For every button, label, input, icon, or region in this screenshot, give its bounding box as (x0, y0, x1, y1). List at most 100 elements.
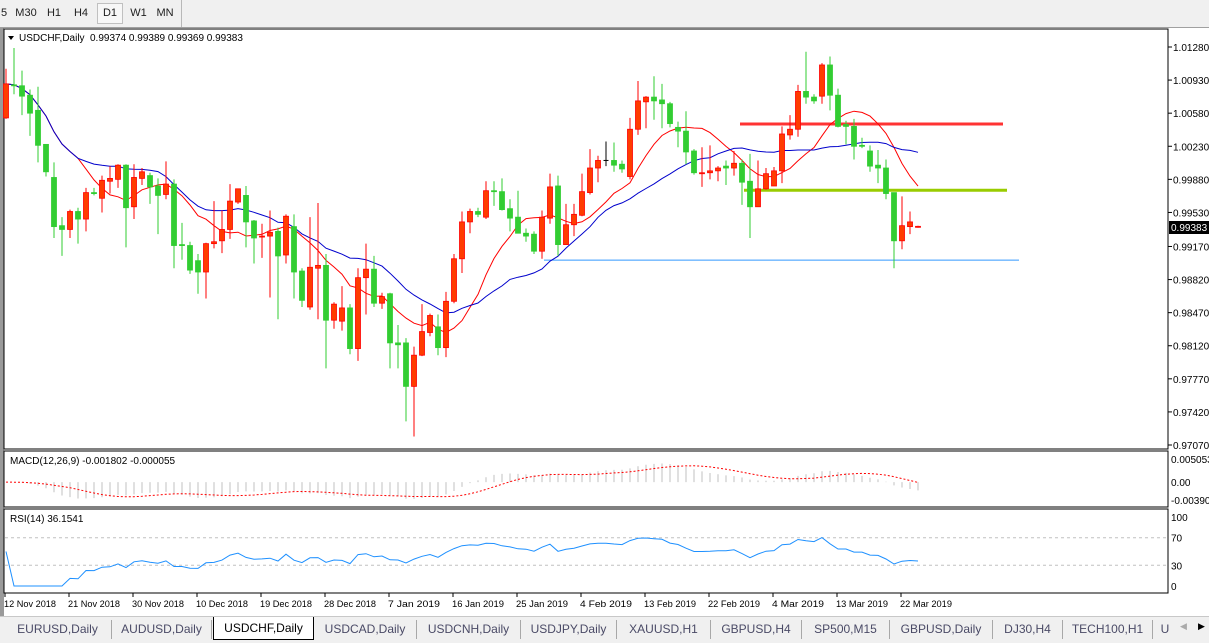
current-price-marker (1169, 221, 1209, 234)
candle-body (731, 162, 737, 169)
tab-usdchf-daily[interactable]: USDCHF,Daily (213, 617, 314, 640)
macd-signal-line (5, 465, 919, 498)
date-tick-label: 16 Jan 2019 (452, 599, 504, 609)
price-tick-label: 0.98820 (1173, 276, 1209, 287)
candle-body (227, 200, 233, 230)
candle-body (67, 211, 73, 230)
candle-body (83, 192, 89, 220)
candle-body (235, 188, 241, 203)
tab-truncated[interactable]: U (1160, 622, 1170, 636)
trend-lines-layer (544, 122, 1019, 261)
tab-gbpusd-daily[interactable]: GBPUSD,Daily (890, 620, 993, 639)
timeframe-d1-button[interactable]: D1 (97, 3, 123, 24)
candle-body (723, 165, 729, 169)
candle-body (547, 186, 553, 219)
candle-body (155, 185, 161, 196)
candle-body (835, 94, 841, 127)
candle-body (531, 233, 537, 252)
date-tick-label: 22 Mar 2019 (900, 599, 952, 609)
window-left-border (0, 28, 4, 616)
chart-window[interactable]: 1.01280 1.00930 1.00580 1.00230 0.99880 0.995… (0, 0, 1209, 616)
candle-body (219, 229, 225, 242)
candle-body (571, 213, 577, 226)
timeframe-m30-button[interactable]: M30 (15, 7, 37, 19)
candle-body (115, 164, 121, 180)
candle-body (427, 315, 433, 333)
candle-body (811, 96, 817, 102)
tab-usdcad-daily[interactable]: USDCAD,Daily (314, 620, 417, 639)
candle-body (691, 150, 697, 174)
candle-body (475, 211, 481, 215)
tab-scroll-right-icon[interactable]: ▶ (1198, 621, 1205, 631)
tab-tech100-h1[interactable]: TECH100,H1 (1063, 620, 1153, 639)
rsi-tick-label: 70 (1171, 534, 1183, 545)
tab-audusd-daily[interactable]: AUDUSD,Daily (112, 620, 212, 639)
tab-scroll-left-icon[interactable]: ◀ (1180, 621, 1187, 631)
candle-body (123, 164, 129, 209)
candle-body (99, 179, 105, 199)
slow-moving-average-line (5, 83, 919, 314)
collapse-triangle-icon[interactable] (8, 36, 14, 40)
tab-usdcnh-daily[interactable]: USDCNH,Daily (417, 620, 521, 639)
main-price-pane[interactable] (3, 28, 1169, 450)
candle-body (355, 277, 361, 349)
macd-tick-label: 0.00 (1171, 478, 1191, 489)
candle-body (459, 221, 465, 260)
macd-layer (5, 463, 919, 499)
candle-body (787, 128, 793, 136)
date-tick-label: 19 Dec 2018 (260, 599, 312, 609)
candle-body (371, 268, 377, 304)
candle-body (675, 126, 681, 132)
rsi-line (5, 537, 919, 587)
tab-xauusd-h1[interactable]: XAUUSD,H1 (617, 620, 711, 639)
candle-body (803, 91, 809, 98)
candle-body (307, 266, 313, 308)
symbol-label: USDCHF,Daily (19, 33, 85, 44)
candle-body (387, 293, 393, 344)
candle-body (579, 191, 585, 216)
candle-body (443, 300, 449, 349)
candle-body (419, 331, 425, 356)
timeframe-mn-button[interactable]: MN (156, 7, 174, 19)
tab-eurusd-daily[interactable]: EURUSD,Daily (4, 620, 112, 639)
timeframe-h4-button[interactable]: H4 (73, 7, 89, 19)
candle-body (27, 94, 33, 114)
price-tick-label: 0.99880 (1173, 175, 1209, 186)
timeframe-w1-button[interactable]: W1 (130, 7, 147, 19)
candle-body (659, 99, 665, 105)
candle-body (555, 185, 561, 245)
chart-tabs-bar: EURUSD,Daily AUDUSD,Daily USDCHF,Daily U… (0, 616, 1209, 643)
candle-body (107, 178, 113, 182)
candle-body (243, 195, 249, 223)
candle-body (19, 85, 25, 97)
candle-body (627, 128, 633, 177)
candle-body (651, 96, 657, 102)
tab-gbpusd-h4[interactable]: GBPUSD,H4 (711, 620, 802, 639)
candle-body (163, 183, 169, 195)
tab-sp500-m15[interactable]: SP500,M15 (802, 620, 890, 639)
candle-body (523, 232, 529, 237)
date-tick-label: 13 Feb 2019 (644, 599, 696, 609)
rsi-pane[interactable] (3, 508, 1169, 594)
macd-pane[interactable] (3, 450, 1169, 508)
timeframe-h1-button[interactable]: H1 (46, 7, 62, 19)
tab-usdjpy-daily[interactable]: USDJPY,Daily (521, 620, 617, 639)
candle-body (59, 225, 65, 230)
candle-body (643, 96, 649, 103)
candle-body (899, 225, 905, 242)
tab-dj30-h4[interactable]: DJ30,H4 (993, 620, 1063, 639)
date-tick-label: 12 Nov 2018 (4, 599, 56, 609)
candle-body (851, 126, 857, 147)
date-tick-label: 7 Jan 2019 (388, 599, 440, 609)
price-tick-label: 0.98120 (1173, 342, 1209, 353)
date-tick-label: 4 Mar 2019 (772, 599, 824, 609)
candle-body (211, 241, 217, 245)
candle-body (147, 175, 153, 188)
candle-body (363, 268, 369, 279)
price-tick-label: 0.98470 (1173, 309, 1209, 320)
candle-body (411, 354, 417, 387)
candle-body (699, 172, 705, 175)
timeframe-m5-button[interactable]: 5 (0, 7, 8, 19)
price-tick-label: 0.97070 (1173, 441, 1209, 452)
candle-body (451, 258, 457, 302)
